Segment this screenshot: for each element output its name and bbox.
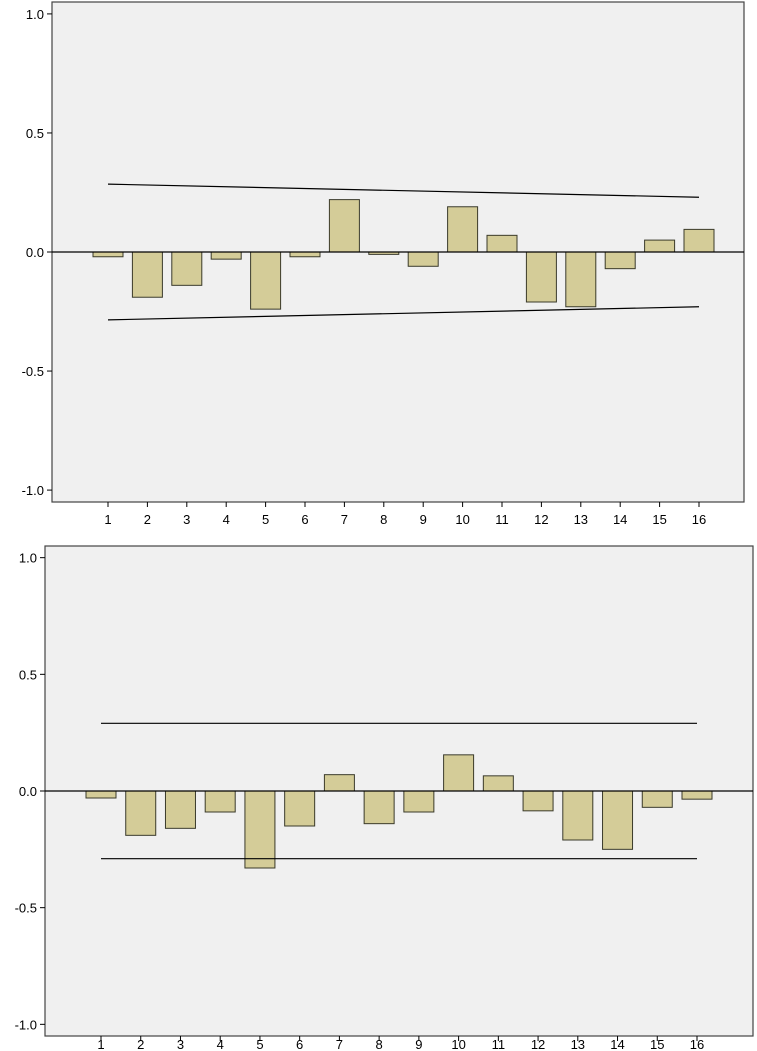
x-tick-label: 14	[610, 1037, 624, 1051]
bar-lag-16	[681, 790, 713, 800]
x-tick-label: 6	[301, 512, 308, 527]
bar-lag-1	[85, 790, 117, 799]
y-tick-label: -1.0	[22, 483, 44, 498]
x-tick-label: 16	[690, 1037, 704, 1051]
bar-lag-15	[644, 239, 676, 253]
y-tick-label: 1.0	[19, 551, 37, 566]
bar-lag-3	[164, 790, 196, 829]
x-tick-label: 12	[534, 512, 548, 527]
y-tick-label: -1.0	[15, 1017, 37, 1032]
bar-lag-6	[289, 251, 321, 258]
y-tick-label: 0.5	[26, 126, 44, 141]
pacf-chart-panel: 1.0 0.5 0.0 -0.5 -1.0 1 2 3 4 5 6 7 8 9 10 11 12 13 14 15 16	[0, 540, 757, 1051]
acf-chart-panel: 1.0 0.5 0.0 -0.5 -1.0 1 2 3 4 5 6 7 8 9 10 11 12 13 14 15 16	[22, 1, 745, 527]
x-tick-label: 13	[574, 512, 588, 527]
bar-lag-4	[204, 790, 236, 813]
bar-lag-14	[604, 251, 636, 270]
x-tick-label: 10	[451, 1037, 465, 1051]
upper-confidence-limit	[107, 183, 700, 198]
x-tick-label: 10	[455, 512, 469, 527]
x-tick-label: 8	[380, 512, 387, 527]
bar-lag-2	[125, 790, 157, 836]
bar-lag-15	[641, 790, 673, 808]
y-tick-label: 0.0	[19, 784, 37, 799]
bar-lag-13	[565, 251, 597, 308]
x-tick-label: 4	[223, 512, 230, 527]
x-tick-label: 9	[415, 1037, 422, 1051]
bar-lag-16	[683, 228, 715, 253]
bar-lag-7	[328, 199, 360, 253]
bar-lag-5	[250, 251, 282, 310]
x-tick-label: 1	[104, 512, 111, 527]
bar-lag-12	[525, 251, 557, 303]
bar-lag-11	[482, 775, 514, 792]
x-tick-label: 8	[376, 1037, 383, 1051]
x-tick-label: 13	[571, 1037, 585, 1051]
x-tick-label: 6	[296, 1037, 303, 1051]
x-tick-label: 1	[97, 1037, 104, 1051]
bar-lag-12	[522, 790, 554, 812]
bar-lag-11	[486, 234, 518, 253]
x-tick-label: 12	[531, 1037, 545, 1051]
bar-lag-9	[407, 251, 439, 267]
y-tick-label: -0.5	[22, 364, 44, 379]
bar-lag-4	[210, 251, 242, 260]
x-tick-label: 9	[420, 512, 427, 527]
bar-lag-14	[602, 790, 634, 850]
y-tick-label: 0.5	[19, 667, 37, 682]
acf-chart: 1.00.50.0-0.5-1.01 2 3 4 5 6 7 8 9 10 11 12 13 14 15 16	[22, 1, 745, 527]
bar-lag-3	[171, 251, 203, 286]
x-tick-label: 7	[336, 1037, 343, 1051]
x-tick-label: 11	[495, 512, 509, 527]
bar-lag-10	[443, 754, 475, 792]
lower-confidence-limit	[107, 306, 700, 321]
x-tick-label: 5	[262, 512, 269, 527]
x-tick-label: 2	[137, 1037, 144, 1051]
bar-lag-8	[363, 790, 395, 825]
bar-lag-13	[562, 790, 594, 841]
x-tick-label: 15	[652, 512, 666, 527]
y-tick-label: 1.0	[26, 7, 44, 22]
bar-lag-1	[92, 251, 124, 258]
x-tick-label: 5	[256, 1037, 263, 1051]
bar-lag-10	[447, 206, 479, 253]
bar-lag-7	[323, 774, 355, 792]
bar-lag-9	[403, 790, 435, 813]
x-tick-label: 4	[217, 1037, 224, 1051]
x-tick-label: 3	[177, 1037, 184, 1051]
bar-lag-5	[244, 790, 276, 869]
y-tick-label: -0.5	[15, 901, 37, 916]
x-tick-label: 16	[692, 512, 706, 527]
x-tick-label: 2	[144, 512, 151, 527]
x-tick-label: 11	[492, 1037, 506, 1051]
bar-lag-2	[131, 251, 163, 298]
pacf-chart: 1.00.50.0-0.5-1.01 2 3 4 5 6 7 8 9 10 11 12 13 14 15 16	[15, 545, 754, 1051]
x-tick-label: 7	[341, 512, 348, 527]
x-tick-label: 15	[650, 1037, 664, 1051]
x-tick-label: 3	[183, 512, 190, 527]
bar-lag-6	[284, 790, 316, 827]
y-tick-label: 0.0	[26, 245, 44, 260]
x-tick-label: 14	[613, 512, 627, 527]
